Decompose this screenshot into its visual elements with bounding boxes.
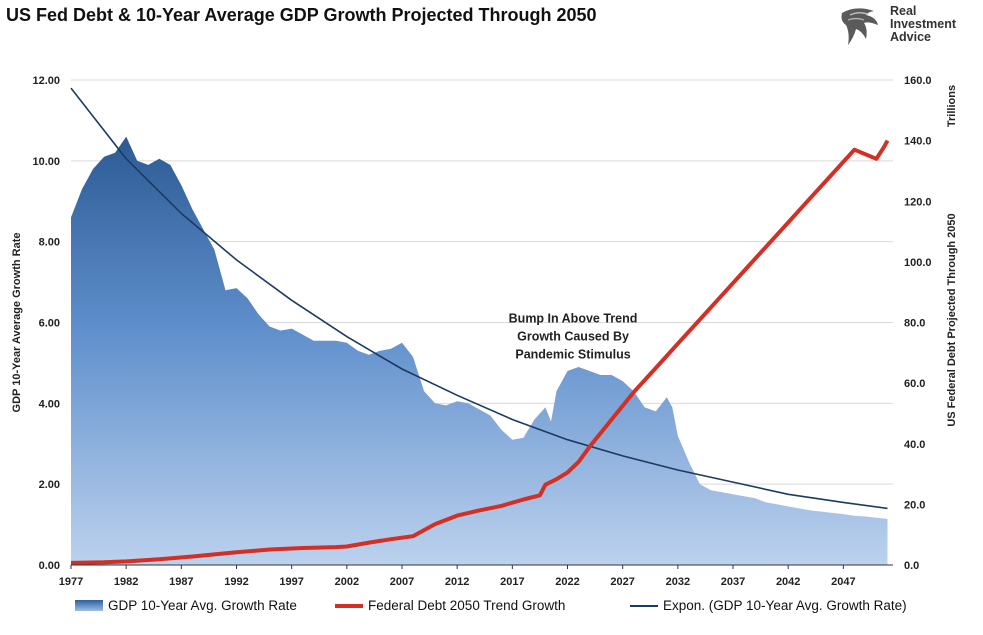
y-right-tick-label: 100.0 — [904, 257, 932, 269]
y-left-tick-label: 2.00 — [39, 479, 60, 491]
y-right-tick-label: 40.0 — [904, 439, 925, 451]
y-left-axis-title: GDP 10-Year Average Growth Rate — [11, 233, 23, 413]
eagle-head-icon — [841, 8, 878, 45]
x-tick-label: 2002 — [335, 576, 359, 588]
x-tick-label: 2022 — [555, 576, 579, 588]
y-right-tick-label: 60.0 — [904, 378, 925, 390]
y-left-tick-label: 6.00 — [39, 318, 60, 330]
x-tick-label: 1977 — [59, 576, 83, 588]
x-tick-label: 1997 — [279, 576, 303, 588]
legend: GDP 10-Year Avg. Growth Rate Federal Deb… — [70, 598, 970, 618]
chart-plot: 1977 1982 1987 1992 1997 2002 2007 2012 2017 2022… — [11, 75, 958, 588]
y-left-tick-label: 10.00 — [32, 156, 60, 168]
y-right-tick-label: 140.0 — [904, 136, 932, 148]
y-right-axis-unit: Trillions — [946, 85, 958, 127]
x-tick-label: 2017 — [500, 576, 524, 588]
federal-debt-line — [70, 139, 890, 565]
legend-label-trend: Expon. (GDP 10-Year Avg. Growth Rate) — [663, 598, 907, 613]
annotation-text-line: Growth Caused By — [517, 330, 629, 344]
legend-item-trend: Expon. (GDP 10-Year Avg. Growth Rate) — [630, 598, 907, 613]
legend-swatch-gdp — [75, 600, 103, 611]
x-tick-label: 1987 — [169, 576, 193, 588]
x-tick-label: 2027 — [610, 576, 634, 588]
legend-item-debt: Federal Debt 2050 Trend Growth — [335, 598, 565, 613]
annotation-text-line: Pandemic Stimulus — [515, 348, 630, 362]
x-tick-label: 1982 — [114, 576, 138, 588]
y-right-tick-label: 20.0 — [904, 499, 925, 511]
x-tick-label: 2032 — [666, 576, 690, 588]
y-right-tick-label: 0.0 — [904, 560, 919, 572]
x-tick-label: 2007 — [390, 576, 414, 588]
annotation-text-line: Bump In Above Trend — [509, 312, 638, 326]
y-left-tick-label: 12.00 — [32, 75, 60, 87]
gdp-growth-area — [71, 136, 888, 565]
legend-label-debt: Federal Debt 2050 Trend Growth — [368, 598, 566, 613]
y-left-tick-label: 4.00 — [39, 398, 60, 410]
y-right-tick-label: 120.0 — [904, 196, 932, 208]
logo-text: Real Investment Advice — [890, 5, 956, 44]
y-right-axis-title: US Federal Debt Projected Through 2050 — [946, 213, 958, 426]
brand-logo: Real Investment Advice — [838, 3, 978, 49]
x-tick-label: 1992 — [224, 576, 248, 588]
logo-line-1: Real — [890, 4, 917, 18]
legend-item-gdp: GDP 10-Year Avg. Growth Rate — [75, 598, 297, 613]
legend-swatch-trend — [630, 604, 658, 607]
logo-line-2: Investment — [890, 17, 956, 31]
x-tick-label: 2042 — [776, 576, 800, 588]
logo-line-3: Advice — [890, 30, 931, 44]
x-tick-label: 2047 — [831, 576, 855, 588]
y-right-tick-label: 160.0 — [904, 75, 932, 87]
y-right-tick-label: 80.0 — [904, 318, 925, 330]
x-tick-label: 2012 — [445, 576, 469, 588]
x-tick-label: 2037 — [721, 576, 745, 588]
legend-swatch-debt — [335, 603, 363, 608]
expon-trend-line — [70, 87, 888, 510]
y-left-tick-label: 8.00 — [39, 237, 60, 249]
chart-title: US Fed Debt & 10-Year Average GDP Growth… — [6, 5, 597, 25]
y-left-tick-label: 0.00 — [39, 560, 60, 572]
legend-label-gdp: GDP 10-Year Avg. Growth Rate — [108, 598, 297, 613]
